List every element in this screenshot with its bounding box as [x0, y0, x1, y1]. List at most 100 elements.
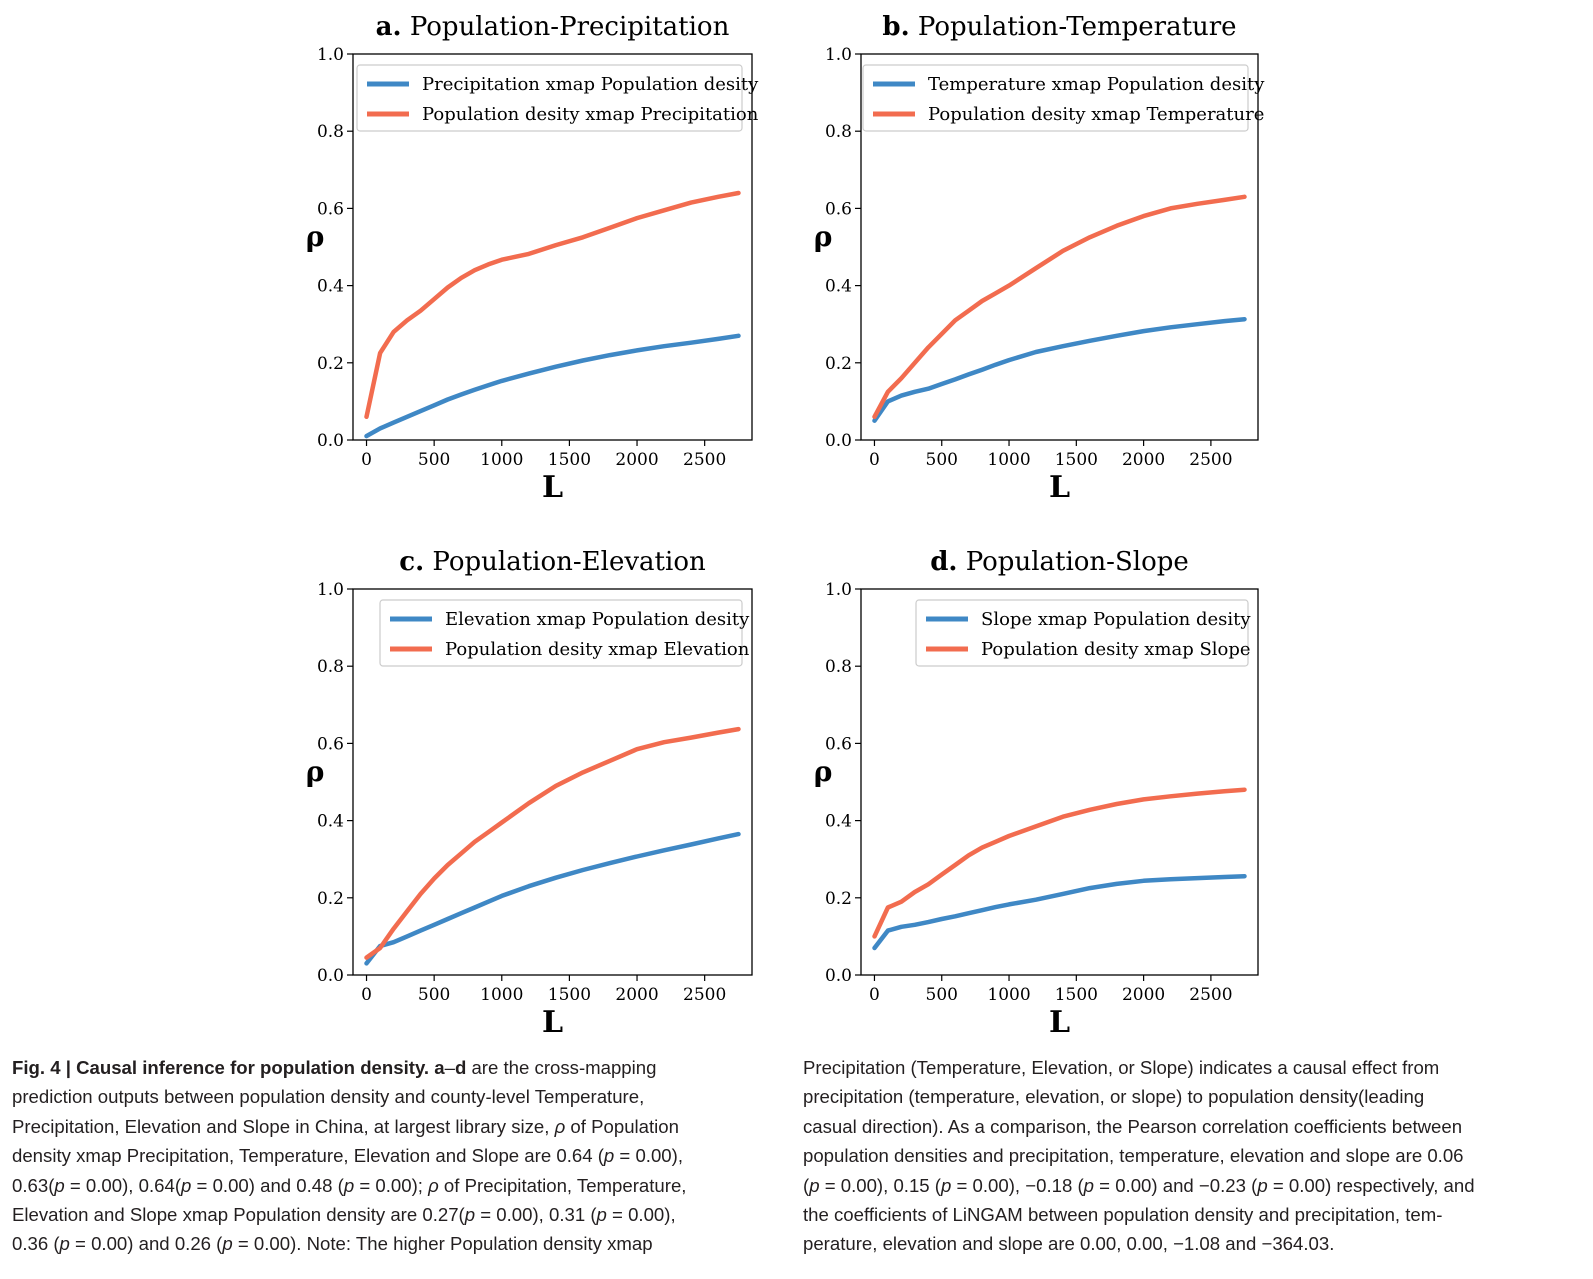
y-tick-label: 0.4 [825, 277, 852, 297]
x-tick-label: 0 [869, 985, 880, 1005]
series-line-blue [872, 873, 1247, 951]
y-tick-label: 0.6 [317, 199, 344, 219]
caption-line: Elevation and Slope xmap Population dens… [12, 1200, 784, 1229]
chart-title: c. Population-Elevation [399, 547, 706, 577]
legend-box [915, 599, 1249, 667]
caption-bold-text: d [454, 1057, 467, 1078]
series-line-blue [364, 831, 741, 966]
plot-frame [352, 588, 753, 976]
caption-math-symbol: p [54, 1174, 65, 1196]
x-tick-label: 0 [361, 450, 372, 470]
caption-line: Precipitation (Temperature, Elevation, o… [803, 1057, 1440, 1078]
caption-line: Fig. 4 | Causal inference for population… [12, 1053, 784, 1082]
chart-title-text: Population-Precipitation [402, 12, 730, 42]
caption-text: 0.63(p = 0.00), 0.64(p = 0.00) and 0.48 … [12, 1174, 687, 1196]
y-tick-label: 0.6 [825, 199, 852, 219]
caption-text: – [444, 1057, 455, 1078]
y-tick-label: 1.0 [317, 580, 344, 600]
x-axis-label: L [542, 470, 563, 505]
caption-math-symbol: p [941, 1174, 952, 1196]
caption-text: prediction outputs between population de… [12, 1086, 645, 1108]
chart-title-text: Population-Temperature [910, 12, 1237, 42]
plot-frame [860, 53, 1259, 441]
plot-frame [352, 53, 753, 441]
y-axis-label: ρ [306, 220, 325, 253]
y-tick-label: 0.0 [825, 966, 852, 986]
caption-text: density xmap Precipitation, Temperature,… [12, 1145, 683, 1167]
x-axis-label: L [542, 1005, 563, 1040]
caption-line: prediction outputs between population de… [12, 1082, 784, 1111]
series-line-blue [364, 333, 741, 439]
legend-label: Population desity xmap Slope [981, 639, 1251, 660]
chart-panel-letter: b. [882, 12, 909, 42]
caption-math-symbol: p [343, 1174, 355, 1196]
y-tick-label: 0.2 [825, 354, 852, 374]
x-tick-label: 500 [926, 985, 958, 1005]
x-tick-label: 1000 [987, 450, 1030, 470]
x-tick-label: 0 [361, 985, 372, 1005]
caption-text: 0.36 (p = 0.00) and 0.26 (p = 0.00). Not… [12, 1233, 653, 1255]
caption-left-column: Fig. 4 | Causal inference for population… [12, 1053, 784, 1259]
y-tick-label: 0.4 [317, 277, 344, 297]
x-tick-label: 0 [869, 450, 880, 470]
caption-math-symbol: p [1083, 1174, 1094, 1196]
x-axis-label: L [1049, 470, 1070, 505]
legend-label: Slope xmap Population desity [981, 609, 1251, 630]
caption-bold-text: Fig. 4 | Causal inference for population… [12, 1057, 435, 1078]
y-tick-label: 1.0 [825, 580, 852, 600]
x-tick-label: 1000 [480, 985, 523, 1005]
series-line-orange [364, 190, 741, 420]
y-tick-label: 1.0 [825, 45, 852, 65]
x-tick-label: 1000 [480, 450, 523, 470]
y-tick-label: 0.4 [825, 812, 852, 832]
caption-right-column: Precipitation (Temperature, Elevation, o… [803, 1053, 1578, 1259]
legend-label: Precipitation xmap Population desity [422, 74, 759, 95]
y-tick-label: 0.6 [825, 734, 852, 754]
x-tick-label: 1500 [1055, 985, 1098, 1005]
x-tick-label: 2500 [1189, 450, 1232, 470]
legend-label: Elevation xmap Population desity [445, 609, 750, 630]
x-tick-label: 2500 [1189, 985, 1232, 1005]
caption-math-symbol: p [809, 1174, 820, 1196]
y-tick-label: 0.2 [317, 889, 344, 909]
y-tick-label: 0.6 [317, 734, 344, 754]
caption-line: casual direction). As a comparison, the … [803, 1115, 1463, 1137]
caption-line: 0.36 (p = 0.00) and 0.26 (p = 0.00). Not… [12, 1229, 784, 1258]
y-tick-label: 0.2 [317, 354, 344, 374]
x-tick-label: 500 [926, 450, 958, 470]
y-tick-label: 1.0 [317, 45, 344, 65]
caption-line: population densities and precipitation, … [803, 1145, 1464, 1167]
x-tick-label: 2000 [615, 985, 658, 1005]
y-axis-label: ρ [306, 755, 325, 788]
legend-label: Population desity xmap Temperature [928, 104, 1264, 125]
caption-math-symbol: p [59, 1233, 70, 1255]
y-tick-label: 0.0 [317, 966, 344, 986]
chart-title: b. Population-Temperature [882, 12, 1236, 42]
chart-panel-1: a. Population-Precipitation 0.0 0.2 0.4 0.6 0… [306, 12, 759, 505]
y-tick-label: 0.4 [317, 812, 344, 832]
y-tick-label: 0.0 [825, 431, 852, 451]
chart-title: a. Population-Precipitation [376, 12, 730, 42]
caption-math-symbol: ρ [554, 1115, 566, 1137]
caption-line: 0.63(p = 0.00), 0.64(p = 0.00) and 0.48 … [12, 1171, 784, 1200]
x-axis-label: L [1049, 1005, 1070, 1040]
caption-math-symbol: p [181, 1174, 192, 1196]
chart-panel-3: c. Population-Elevation 0.0 0.2 0.4 0.6 0.8 1.… [306, 547, 753, 1040]
series-line-orange [872, 194, 1247, 420]
y-axis-label: ρ [814, 755, 833, 788]
x-tick-label: 2000 [1122, 985, 1165, 1005]
chart-panel-letter: c. [399, 547, 424, 577]
caption-line: density xmap Precipitation, Temperature,… [12, 1141, 784, 1170]
chart-panel-letter: a. [376, 12, 402, 42]
figure-4-charts: a. Population-Precipitation 0.0 0.2 0.4 0.6 0… [306, 12, 1266, 1040]
series-line-orange [364, 726, 741, 960]
legend-box [379, 599, 743, 667]
y-axis-label: ρ [814, 220, 833, 253]
y-tick-label: 0.8 [825, 657, 852, 677]
caption-math-symbol: p [1257, 1174, 1268, 1196]
legend-label: Population desity xmap Elevation [445, 639, 750, 660]
y-tick-label: 0.8 [825, 122, 852, 142]
plot-frame [860, 588, 1259, 976]
caption-bold-text: a [434, 1057, 445, 1078]
caption-line: precipitation (temperature, elevation, o… [803, 1086, 1425, 1108]
